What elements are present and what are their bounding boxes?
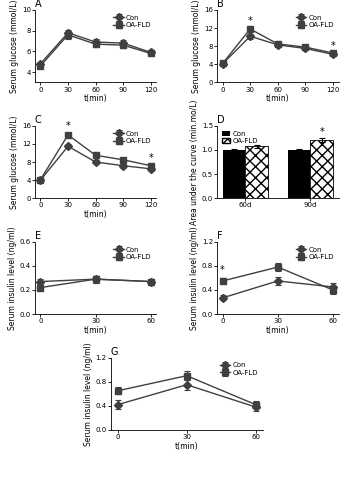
X-axis label: t(min): t(min) xyxy=(84,94,107,103)
Text: *: * xyxy=(220,265,225,275)
Text: *: * xyxy=(331,40,335,50)
Legend: Con, OA-FLD: Con, OA-FLD xyxy=(221,130,259,146)
Text: *: * xyxy=(148,154,153,164)
X-axis label: t(min): t(min) xyxy=(84,210,107,219)
Text: *: * xyxy=(66,122,70,132)
Y-axis label: Serum glucose (mmol/L): Serum glucose (mmol/L) xyxy=(192,0,201,93)
Y-axis label: Serum glucose (mmol/L): Serum glucose (mmol/L) xyxy=(10,0,19,93)
X-axis label: t(min): t(min) xyxy=(266,94,290,103)
Legend: Con, OA-FLD: Con, OA-FLD xyxy=(294,14,335,30)
X-axis label: t(min): t(min) xyxy=(175,442,199,450)
Text: E: E xyxy=(35,231,41,241)
Y-axis label: Serum insulin level (ng/ml): Serum insulin level (ng/ml) xyxy=(84,342,92,446)
Y-axis label: Area under the curve (min.mo/L): Area under the curve (min.mo/L) xyxy=(190,100,199,225)
Text: *: * xyxy=(319,127,324,137)
Text: *: * xyxy=(248,16,253,26)
Legend: Con, OA-FLD: Con, OA-FLD xyxy=(112,245,153,262)
Y-axis label: Serum insulin level (ng/ml): Serum insulin level (ng/ml) xyxy=(8,226,17,330)
Bar xyxy=(245,146,268,199)
Legend: Con, OA-FLD: Con, OA-FLD xyxy=(218,361,259,377)
Text: B: B xyxy=(217,0,224,9)
Legend: Con, OA-FLD: Con, OA-FLD xyxy=(112,130,153,146)
Bar xyxy=(223,150,245,198)
Text: D: D xyxy=(217,115,225,125)
Y-axis label: Serum insulin level (ng/ml): Serum insulin level (ng/ml) xyxy=(190,226,199,330)
Legend: Con, OA-FLD: Con, OA-FLD xyxy=(112,14,153,30)
Text: F: F xyxy=(217,231,223,241)
Text: C: C xyxy=(35,115,42,125)
Legend: Con, OA-FLD: Con, OA-FLD xyxy=(294,245,335,262)
Bar xyxy=(288,150,310,198)
X-axis label: t(min): t(min) xyxy=(266,326,290,334)
Text: G: G xyxy=(111,347,118,357)
Y-axis label: Serum glucose (mmol/L): Serum glucose (mmol/L) xyxy=(10,116,19,209)
Text: A: A xyxy=(35,0,42,9)
Bar xyxy=(310,140,333,198)
X-axis label: t(min): t(min) xyxy=(84,326,107,334)
